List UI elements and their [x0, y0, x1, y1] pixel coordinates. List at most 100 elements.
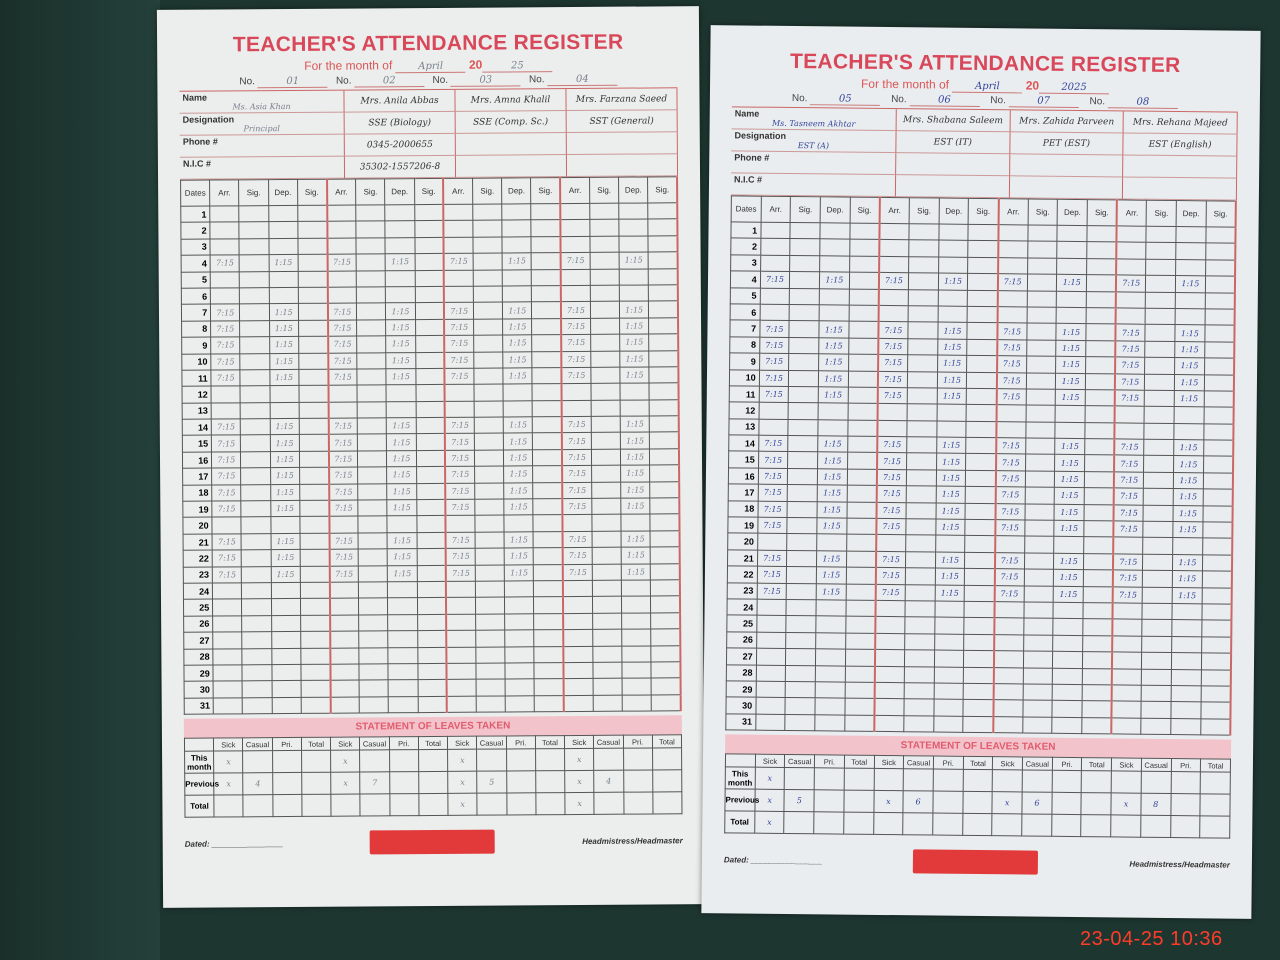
attendance-cell[interactable] [300, 582, 330, 599]
attendance-cell[interactable] [357, 385, 387, 402]
attendance-cell[interactable] [875, 600, 906, 618]
attendance-cell[interactable] [241, 598, 272, 616]
attendance-cell[interactable] [387, 581, 418, 599]
attendance-cell[interactable] [415, 368, 445, 385]
attendance-cell[interactable] [242, 631, 272, 649]
attendance-cell[interactable] [359, 663, 389, 681]
attendance-cell[interactable] [502, 236, 532, 254]
attendance-cell[interactable] [756, 631, 787, 649]
attendance-cell[interactable] [271, 647, 301, 665]
attendance-cell[interactable] [475, 597, 505, 614]
attendance-cell[interactable] [1055, 405, 1086, 423]
leave-cell[interactable]: x [330, 772, 361, 795]
attendance-cell[interactable] [502, 269, 532, 286]
leave-cell[interactable] [873, 768, 904, 791]
attendance-cell[interactable] [1112, 619, 1143, 636]
attendance-cell[interactable]: 1:15 [503, 466, 534, 483]
attendance-cell[interactable] [1175, 259, 1206, 277]
attendance-cell[interactable] [239, 287, 270, 305]
attendance-cell[interactable] [1086, 307, 1116, 325]
attendance-cell[interactable] [533, 580, 564, 598]
attendance-cell[interactable] [531, 318, 562, 335]
attendance-cell[interactable] [590, 268, 620, 286]
attendance-cell[interactable] [1085, 389, 1116, 407]
attendance-cell[interactable] [1204, 357, 1235, 375]
attendance-cell[interactable] [938, 224, 969, 241]
attendance-cell[interactable]: 1:15 [819, 271, 850, 289]
attendance-cell[interactable]: 1:15 [1055, 438, 1085, 456]
attendance-cell[interactable]: 7:15 [562, 563, 593, 581]
attendance-cell[interactable]: 7:15 [562, 498, 592, 516]
attendance-cell[interactable] [414, 204, 444, 222]
leave-cell[interactable] [814, 767, 845, 791]
attendance-cell[interactable] [532, 351, 562, 368]
attendance-cell[interactable] [844, 682, 875, 699]
leave-cell[interactable] [535, 770, 565, 793]
attendance-cell[interactable] [1142, 554, 1173, 571]
attendance-cell[interactable] [785, 632, 816, 649]
attendance-cell[interactable] [532, 334, 562, 352]
leave-cell[interactable] [1170, 771, 1201, 794]
attendance-cell[interactable]: 1:15 [1053, 553, 1084, 570]
attendance-cell[interactable] [443, 236, 474, 254]
attendance-cell[interactable] [968, 224, 999, 242]
attendance-cell[interactable]: 7:15 [445, 450, 475, 467]
attendance-cell[interactable] [531, 252, 561, 270]
attendance-cell[interactable] [648, 251, 678, 269]
attendance-cell[interactable] [1204, 374, 1235, 392]
attendance-cell[interactable] [445, 515, 476, 533]
attendance-cell[interactable] [1141, 717, 1172, 735]
attendance-cell[interactable] [1111, 684, 1142, 702]
attendance-cell[interactable]: 7:15 [1113, 520, 1144, 538]
attendance-cell[interactable] [789, 255, 820, 272]
attendance-cell[interactable]: 1:15 [817, 452, 848, 469]
attendance-cell[interactable] [814, 714, 845, 732]
attendance-cell[interactable] [967, 289, 998, 307]
attendance-cell[interactable] [327, 270, 357, 288]
attendance-cell[interactable] [591, 530, 622, 548]
attendance-cell[interactable] [1202, 505, 1233, 523]
attendance-cell[interactable] [650, 579, 680, 597]
attendance-cell[interactable]: 1:15 [1173, 439, 1204, 457]
leave-cell[interactable] [992, 769, 1023, 793]
attendance-cell[interactable]: 7:15 [562, 465, 592, 483]
attendance-cell[interactable] [416, 450, 446, 467]
attendance-cell[interactable]: 1:15 [1174, 374, 1205, 391]
attendance-cell[interactable] [563, 629, 593, 647]
attendance-cell[interactable] [908, 256, 939, 274]
attendance-cell[interactable] [590, 350, 620, 368]
leave-cell[interactable] [1081, 814, 1112, 837]
attendance-cell[interactable] [271, 631, 301, 649]
leave-cell[interactable] [1199, 815, 1230, 839]
attendance-cell[interactable] [1112, 668, 1142, 686]
attendance-cell[interactable] [592, 662, 623, 679]
attendance-cell[interactable] [1142, 586, 1173, 604]
attendance-cell[interactable] [785, 681, 816, 699]
attendance-cell[interactable] [590, 301, 620, 319]
attendance-cell[interactable] [473, 335, 503, 352]
attendance-cell[interactable] [964, 617, 995, 635]
attendance-cell[interactable]: 1:15 [1054, 487, 1085, 505]
attendance-cell[interactable] [651, 694, 681, 712]
leave-cell[interactable] [623, 792, 653, 815]
attendance-cell[interactable]: 1:15 [1173, 455, 1204, 473]
attendance-cell[interactable] [1081, 717, 1112, 734]
attendance-cell[interactable]: 7:15 [877, 354, 908, 372]
attendance-cell[interactable]: 7:15 [759, 353, 790, 370]
attendance-cell[interactable] [1205, 243, 1236, 260]
attendance-cell[interactable] [358, 549, 388, 566]
attendance-cell[interactable] [1144, 357, 1175, 375]
attendance-cell[interactable] [475, 630, 506, 647]
attendance-cell[interactable] [1203, 456, 1234, 473]
attendance-cell[interactable]: 1:15 [386, 352, 416, 369]
attendance-cell[interactable] [1145, 324, 1176, 342]
attendance-cell[interactable]: 1:15 [504, 564, 534, 581]
attendance-cell[interactable] [240, 402, 270, 419]
attendance-cell[interactable]: 1:15 [619, 350, 650, 368]
attendance-cell[interactable] [388, 696, 418, 713]
attendance-cell[interactable] [620, 399, 650, 417]
attendance-cell[interactable] [995, 421, 1026, 439]
attendance-cell[interactable] [908, 289, 939, 306]
attendance-cell[interactable]: 7:15 [210, 353, 241, 370]
attendance-cell[interactable] [848, 370, 878, 388]
